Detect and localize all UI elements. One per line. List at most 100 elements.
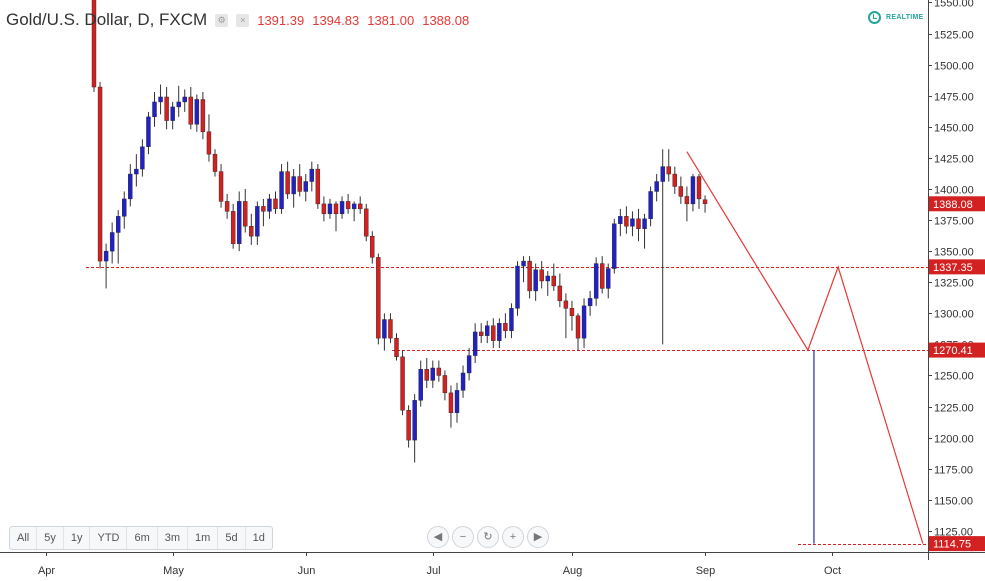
reset-icon[interactable]: ↻ bbox=[477, 526, 499, 548]
candle bbox=[636, 208, 641, 242]
candle bbox=[575, 313, 581, 351]
candle-body bbox=[545, 275, 550, 282]
candle-body bbox=[593, 263, 599, 299]
candle bbox=[382, 313, 387, 351]
timeframe-all-button[interactable]: All bbox=[17, 532, 30, 544]
candle bbox=[466, 348, 472, 381]
candle-body bbox=[551, 275, 556, 287]
candle-body bbox=[327, 203, 333, 215]
timeframe-6m-button[interactable]: 6m bbox=[126, 527, 156, 549]
candle bbox=[345, 193, 351, 214]
candle bbox=[152, 92, 157, 127]
candle-body bbox=[115, 216, 121, 233]
timeframe-ytd-button[interactable]: YTD bbox=[89, 527, 126, 549]
candle bbox=[321, 196, 327, 222]
candle-body bbox=[521, 260, 526, 267]
timeframe-1y-button[interactable]: 1y bbox=[62, 527, 90, 549]
candle-body bbox=[370, 236, 375, 258]
candle bbox=[479, 323, 484, 344]
candle bbox=[358, 196, 363, 214]
candle bbox=[134, 154, 139, 187]
candle-body bbox=[600, 263, 605, 289]
candle-body bbox=[666, 166, 671, 175]
timeframe-5d-button[interactable]: 5d bbox=[217, 527, 244, 549]
scroll-left-icon[interactable]: ◀ bbox=[427, 526, 449, 548]
candle bbox=[273, 191, 278, 214]
y-tick-label: 1200.00 bbox=[934, 434, 974, 446]
price-label: 1114.75 bbox=[933, 539, 971, 551]
candle-body bbox=[563, 300, 569, 309]
zoom-out-icon[interactable]: − bbox=[452, 526, 474, 548]
ohlc-high: 1394.83 bbox=[312, 12, 360, 28]
settings-icon[interactable]: ⚙ bbox=[215, 13, 229, 27]
timeframe-5y-button[interactable]: 5y bbox=[36, 527, 63, 549]
y-tick-label: 1300.00 bbox=[934, 309, 974, 321]
candle bbox=[509, 303, 514, 339]
candle-body bbox=[255, 206, 260, 237]
candle-body bbox=[146, 116, 151, 147]
candle bbox=[230, 203, 236, 249]
candle bbox=[103, 243, 109, 289]
y-tick-label: 1475.00 bbox=[934, 92, 974, 104]
y-tick-label: 1375.00 bbox=[934, 216, 974, 228]
candle-body bbox=[315, 168, 321, 205]
timeframe-3m-button[interactable]: 3m bbox=[156, 527, 187, 549]
y-tick-label: 1125.00 bbox=[934, 527, 973, 539]
candle-body bbox=[170, 106, 175, 121]
candle bbox=[122, 191, 127, 229]
candle-body bbox=[624, 216, 629, 227]
candle-body bbox=[460, 372, 466, 391]
candle bbox=[690, 174, 696, 212]
candle bbox=[630, 211, 635, 237]
candle bbox=[648, 186, 653, 227]
candle-body bbox=[279, 171, 284, 210]
candle-body bbox=[103, 250, 109, 262]
candle bbox=[702, 195, 708, 213]
candle-body bbox=[134, 168, 139, 175]
timeframe-1m-button[interactable]: 1m bbox=[187, 527, 217, 549]
close-icon[interactable]: × bbox=[236, 13, 250, 27]
candle bbox=[206, 114, 212, 162]
y-tick-label: 1450.00 bbox=[934, 123, 974, 135]
scroll-right-icon[interactable]: ▶ bbox=[527, 526, 549, 548]
candle-body bbox=[515, 265, 520, 309]
candle bbox=[600, 256, 605, 294]
candle bbox=[593, 257, 599, 306]
candle-body bbox=[569, 308, 575, 316]
candle bbox=[309, 161, 314, 192]
candle-body bbox=[345, 201, 351, 210]
candle bbox=[243, 188, 248, 233]
candle-body bbox=[684, 196, 690, 205]
candle bbox=[333, 201, 339, 232]
candle bbox=[376, 253, 381, 345]
candle-body bbox=[642, 218, 647, 229]
candle bbox=[696, 174, 702, 209]
candle bbox=[624, 206, 629, 234]
candle bbox=[684, 186, 690, 222]
candle bbox=[454, 382, 460, 423]
candle bbox=[170, 101, 175, 130]
candle-body bbox=[503, 323, 508, 331]
candle bbox=[448, 385, 454, 428]
candle bbox=[430, 360, 435, 388]
candle bbox=[128, 164, 133, 207]
price-label-bg bbox=[929, 259, 985, 275]
candle-body bbox=[690, 176, 696, 205]
candle-body bbox=[630, 218, 635, 227]
candle bbox=[212, 149, 218, 177]
candle bbox=[569, 300, 575, 331]
candle-body bbox=[339, 201, 345, 215]
candle-body bbox=[472, 331, 478, 356]
candle-body bbox=[164, 96, 169, 121]
candle-body bbox=[539, 269, 544, 282]
y-tick-label: 1350.00 bbox=[934, 247, 974, 259]
zoom-in-icon[interactable]: + bbox=[502, 526, 524, 548]
y-tick-label: 1325.00 bbox=[934, 278, 974, 290]
candle-body bbox=[182, 96, 187, 103]
candle bbox=[188, 87, 194, 130]
timeframe-1d-button[interactable]: 1d bbox=[244, 527, 272, 549]
candle bbox=[249, 213, 254, 245]
plot-area bbox=[86, 0, 928, 545]
candle bbox=[291, 169, 296, 208]
